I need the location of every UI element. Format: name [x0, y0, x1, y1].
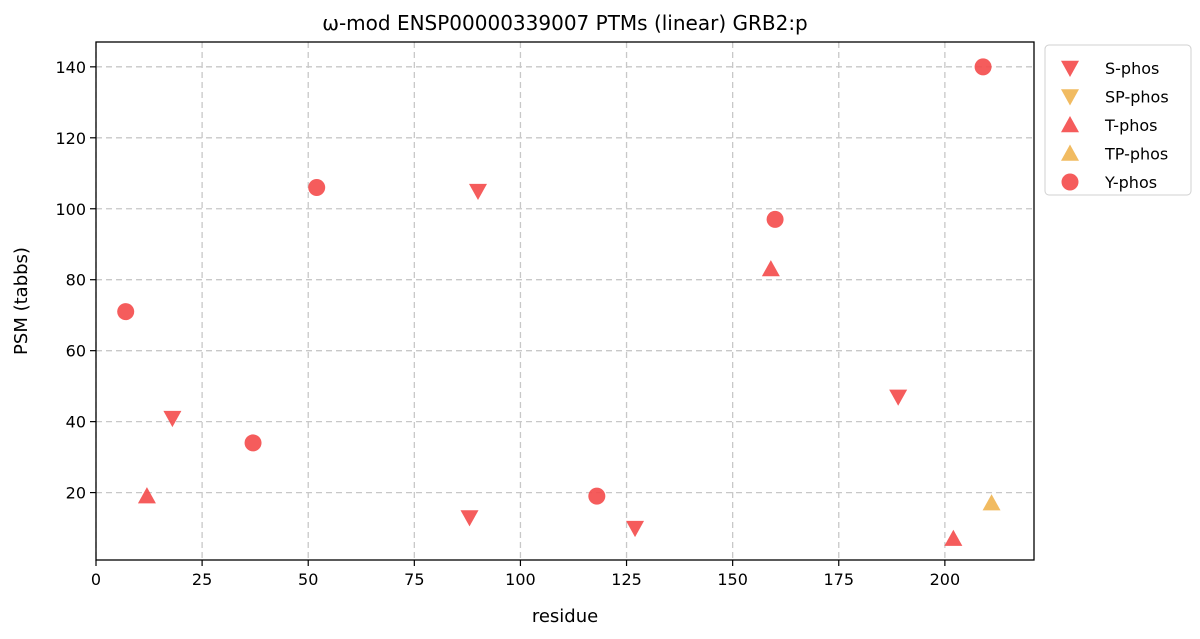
- x-axis-ticks: 0 25 50 75 100 125 150 175 200: [91, 560, 960, 589]
- x-tick-label: 75: [404, 570, 424, 589]
- legend-marker: [1061, 173, 1079, 191]
- legend-marker: [1061, 89, 1079, 106]
- data-point: [944, 529, 963, 546]
- legend-marker: [1061, 60, 1079, 77]
- data-point: [889, 389, 908, 406]
- x-tick-label: 50: [298, 570, 318, 589]
- x-axis-label: residue: [532, 606, 598, 627]
- legend-label: TP-phos: [1104, 145, 1168, 164]
- chart-title: ω-mod ENSP00000339007 PTMs (linear) GRB2…: [322, 11, 808, 35]
- grid-lines: [95, 42, 1034, 560]
- legend-label: Y-phos: [1104, 173, 1157, 192]
- y-tick-label: 120: [55, 129, 86, 148]
- data-point: [163, 410, 182, 428]
- x-tick-label: 150: [717, 570, 748, 589]
- data-points: [117, 58, 1001, 546]
- legend: S-phos SP-phos T-phos TP-phos Y-phos: [1044, 44, 1192, 196]
- y-tick-label: 100: [55, 200, 86, 219]
- y-axis-label: PSM (tabbs): [11, 247, 32, 355]
- x-tick-label: 100: [505, 570, 536, 589]
- data-point: [308, 178, 326, 196]
- x-tick-label: 0: [91, 570, 101, 589]
- data-point: [982, 494, 1001, 511]
- y-tick-label: 140: [55, 58, 86, 77]
- data-point: [626, 520, 645, 538]
- x-tick-label: 25: [192, 570, 212, 589]
- data-point: [766, 210, 784, 228]
- x-tick-label: 175: [823, 570, 854, 589]
- data-point: [974, 58, 992, 76]
- x-tick-label: 125: [611, 570, 642, 589]
- legend-marker: [1061, 144, 1079, 161]
- y-tick-label: 40: [66, 413, 86, 432]
- legend-label: T-phos: [1104, 116, 1158, 135]
- data-point: [761, 260, 780, 277]
- data-point: [244, 434, 262, 452]
- y-tick-label: 60: [66, 342, 86, 361]
- y-axis-ticks: 20 40 60 80 100 120 140: [55, 58, 96, 503]
- data-point: [137, 487, 156, 504]
- legend-marker: [1061, 116, 1079, 133]
- plot-frame: [95, 41, 1035, 561]
- legend-box: [1044, 44, 1192, 196]
- legend-label: SP-phos: [1105, 88, 1169, 107]
- x-tick-label: 200: [930, 570, 961, 589]
- data-point: [117, 303, 135, 321]
- data-point: [588, 487, 606, 505]
- data-point: [460, 510, 479, 527]
- data-point: [468, 183, 487, 201]
- y-tick-label: 20: [66, 484, 86, 503]
- y-tick-label: 80: [66, 271, 86, 290]
- legend-label: S-phos: [1105, 59, 1159, 78]
